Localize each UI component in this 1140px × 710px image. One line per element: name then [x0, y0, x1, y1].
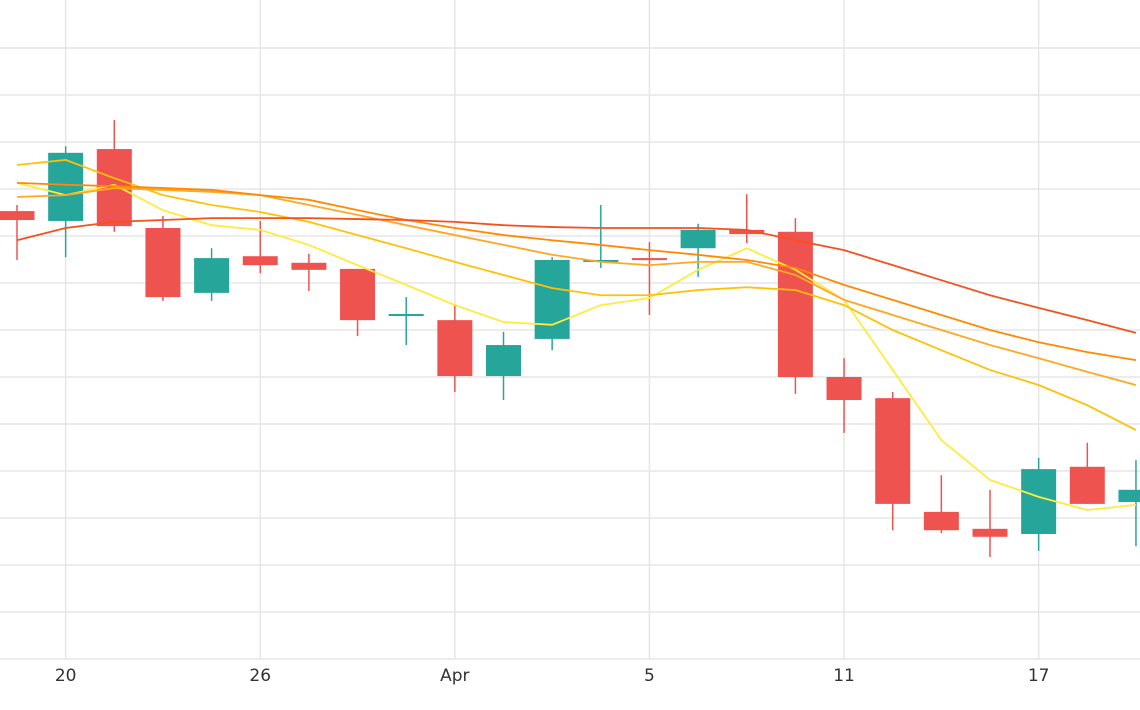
candle-body: [0, 211, 35, 221]
candle-body: [631, 258, 667, 261]
candle-body: [437, 320, 473, 377]
candle-body: [875, 398, 911, 504]
candle-body: [1021, 469, 1057, 534]
candle-body: [242, 256, 278, 266]
x-tick-label: Apr: [440, 666, 469, 686]
candle-body: [291, 262, 327, 270]
moving-average-line: [16, 182, 1137, 511]
candle-body: [729, 229, 765, 235]
moving-average-line: [16, 187, 1137, 386]
moving-average-line: [16, 158, 1137, 431]
candle-body: [826, 377, 862, 401]
moving-average-line: [16, 181, 1137, 361]
candle-body: [145, 228, 181, 298]
x-tick-label: 20: [55, 666, 77, 686]
x-tick-label: 5: [644, 666, 655, 686]
candle-body: [48, 152, 84, 221]
candle-body: [923, 511, 959, 531]
candle-body: [777, 231, 813, 377]
candle-body: [388, 314, 424, 317]
x-tick-label: 11: [833, 666, 855, 686]
candle-body: [1118, 489, 1140, 503]
candle-body: [534, 259, 570, 339]
candle-body: [194, 258, 230, 293]
candle-body: [1069, 466, 1105, 504]
x-tick-label: 26: [249, 666, 271, 686]
candle-body: [972, 528, 1008, 537]
x-tick-label: 17: [1028, 666, 1050, 686]
moving-average-line: [16, 217, 1137, 334]
candle-body: [340, 268, 376, 321]
candle-body: [486, 345, 521, 377]
candle-body: [680, 229, 716, 249]
